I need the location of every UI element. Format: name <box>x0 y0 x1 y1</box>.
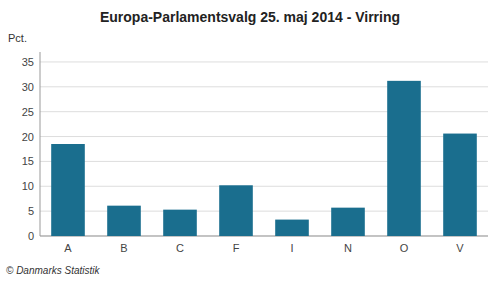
bar <box>275 220 309 236</box>
bars <box>51 81 477 236</box>
x-tick-label: F <box>233 242 240 254</box>
y-tick-label: 35 <box>22 56 34 68</box>
bar <box>107 206 141 236</box>
x-tick-label: I <box>290 242 293 254</box>
x-tick-label: N <box>344 242 352 254</box>
y-tick-label: 5 <box>28 205 34 217</box>
x-tick-label: A <box>64 242 72 254</box>
footer-note: © Danmarks Statistik <box>6 265 101 276</box>
grid-line <box>40 61 488 62</box>
x-tick-label: O <box>400 242 409 254</box>
bar <box>51 144 85 236</box>
y-axis-label: Pct. <box>8 32 27 44</box>
y-tick-label: 15 <box>22 155 34 167</box>
grid <box>40 62 488 236</box>
x-tick-label: V <box>456 242 464 254</box>
y-axis-line <box>40 52 41 236</box>
chart-title: Europa-Parlamentsvalg 25. maj 2014 - Vir… <box>100 9 400 25</box>
x-tick-label: B <box>120 242 127 254</box>
bar <box>163 210 197 236</box>
bar <box>443 134 477 236</box>
x-tick-label: C <box>176 242 184 254</box>
bar <box>219 185 253 236</box>
bar <box>331 208 365 236</box>
chart-svg: Europa-Parlamentsvalg 25. maj 2014 - Vir… <box>0 0 500 282</box>
chart-container: Europa-Parlamentsvalg 25. maj 2014 - Vir… <box>0 0 500 282</box>
y-tick-label: 10 <box>22 180 34 192</box>
bar <box>387 81 421 236</box>
y-tick-label: 0 <box>28 230 34 242</box>
y-tick-label: 25 <box>22 106 34 118</box>
y-tick-label: 30 <box>22 81 34 93</box>
y-tick-label: 20 <box>22 131 34 143</box>
